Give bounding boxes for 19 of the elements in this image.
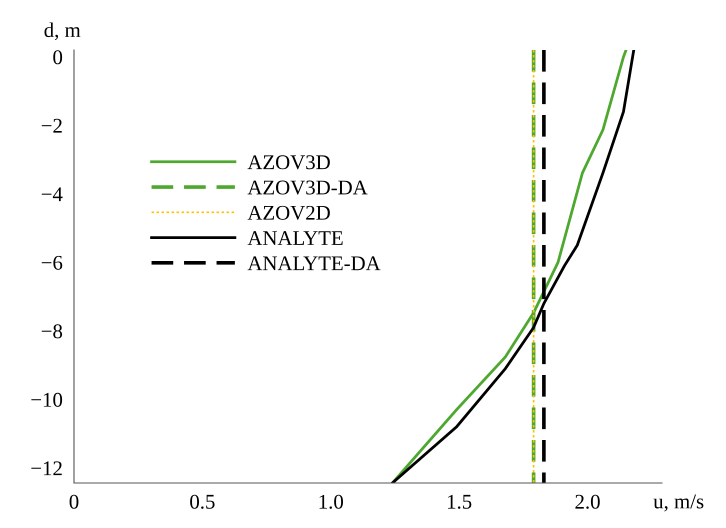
y-axis-title: d, m <box>44 22 80 40</box>
y-tick-label: −12 <box>31 461 62 476</box>
x-axis-title: u, m/s <box>653 494 704 512</box>
legend-label: ANALYTE <box>248 231 343 245</box>
x-tick-label: 1.0 <box>320 494 343 509</box>
y-tick-label: −4 <box>42 187 63 202</box>
x-tick-label: 0 <box>70 494 78 509</box>
y-tick-label: 0 <box>53 50 62 64</box>
y-tick-label: −2 <box>42 118 62 133</box>
x-tick-label: 1.5 <box>448 494 472 509</box>
y-tick-label: −10 <box>31 392 62 407</box>
y-tick-label: −8 <box>42 324 62 338</box>
y-tick-label: −6 <box>42 256 62 270</box>
legend-label: AZOV3D-DA <box>248 180 368 195</box>
legend-label: AZOV3D <box>248 155 330 170</box>
legend-label: AZOV2D <box>248 206 330 220</box>
x-tick-label: 2.0 <box>575 494 600 509</box>
legend-label: ANALYTE-DA <box>248 256 381 270</box>
x-tick-label: 0.5 <box>190 494 215 509</box>
